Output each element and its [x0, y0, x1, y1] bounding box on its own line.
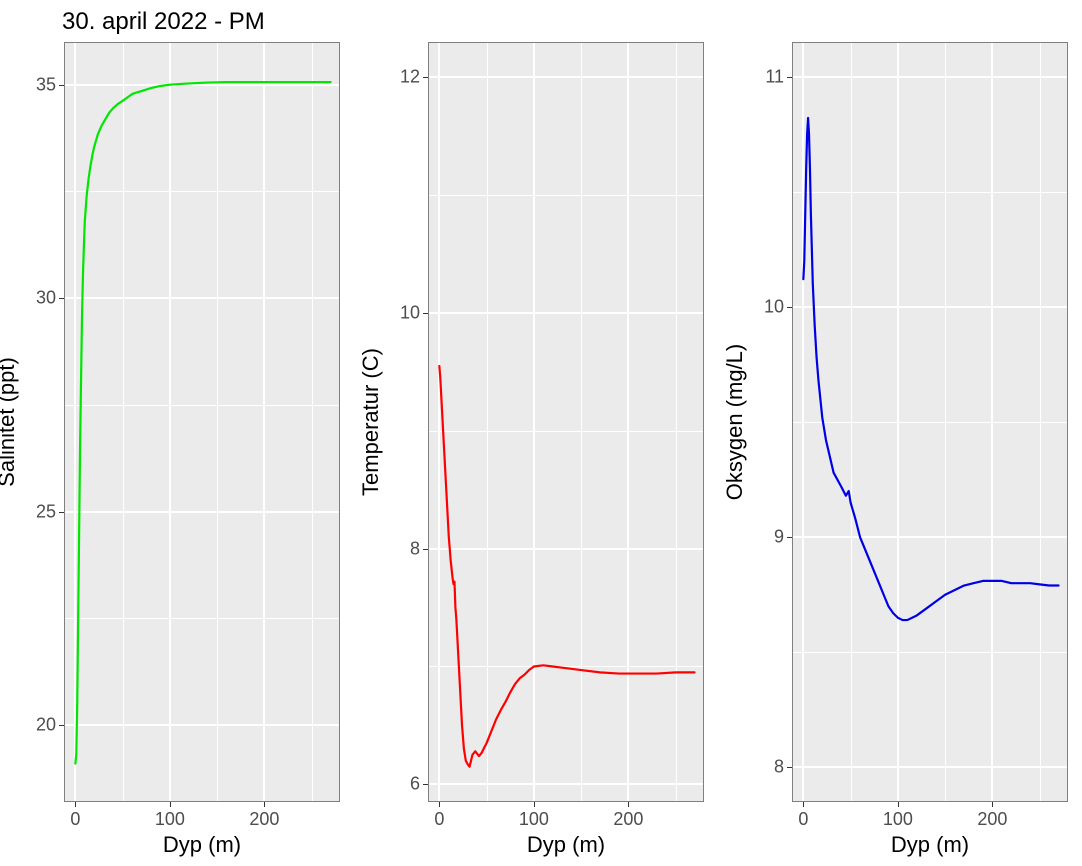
y-tick-label: 10 — [764, 296, 784, 317]
y-tick-label: 8 — [774, 757, 784, 778]
x-tick-mark — [992, 802, 993, 807]
panel-border-oxygen — [792, 42, 1068, 802]
x-tick-mark — [439, 802, 440, 807]
y-tick-label: 6 — [410, 774, 420, 795]
x-axis-title: Dyp (m) — [163, 832, 241, 858]
x-tick-label: 200 — [977, 809, 1007, 830]
panel-border-salinity — [64, 42, 340, 802]
y-tick-label: 8 — [410, 538, 420, 559]
y-tick-mark — [787, 537, 792, 538]
x-tick-label: 200 — [613, 809, 643, 830]
x-tick-label: 100 — [155, 809, 185, 830]
y-tick-label: 25 — [36, 501, 56, 522]
y-axis-title: Temperatur (C) — [358, 348, 384, 496]
y-tick-label: 35 — [36, 74, 56, 95]
x-tick-mark — [75, 802, 76, 807]
x-axis-title: Dyp (m) — [527, 832, 605, 858]
y-tick-mark — [59, 85, 64, 86]
x-tick-label: 0 — [70, 809, 80, 830]
y-tick-mark — [59, 512, 64, 513]
x-tick-label: 200 — [249, 809, 279, 830]
figure-root: 30. april 2022 - PM 010020020253035Dyp (… — [0, 0, 1082, 866]
x-axis-title: Dyp (m) — [891, 832, 969, 858]
y-tick-label: 9 — [774, 527, 784, 548]
figure-title: 30. april 2022 - PM — [62, 8, 265, 36]
x-tick-label: 100 — [519, 809, 549, 830]
y-axis-title: Salinitet (ppt) — [0, 357, 20, 487]
y-tick-mark — [787, 767, 792, 768]
y-tick-label: 30 — [36, 288, 56, 309]
x-tick-mark — [803, 802, 804, 807]
panel-border-temperature — [428, 42, 704, 802]
y-tick-mark — [423, 313, 428, 314]
x-tick-mark — [534, 802, 535, 807]
y-tick-label: 11 — [765, 66, 784, 87]
y-tick-mark — [423, 784, 428, 785]
y-tick-label: 12 — [400, 67, 420, 88]
x-tick-mark — [628, 802, 629, 807]
y-tick-mark — [423, 549, 428, 550]
y-tick-mark — [59, 298, 64, 299]
x-tick-mark — [898, 802, 899, 807]
x-tick-label: 0 — [434, 809, 444, 830]
x-tick-mark — [264, 802, 265, 807]
y-axis-title: Oksygen (mg/L) — [722, 344, 748, 501]
x-tick-mark — [170, 802, 171, 807]
y-tick-mark — [423, 77, 428, 78]
y-tick-mark — [787, 307, 792, 308]
y-tick-mark — [59, 725, 64, 726]
x-tick-label: 0 — [798, 809, 808, 830]
y-tick-mark — [787, 77, 792, 78]
x-tick-label: 100 — [883, 809, 913, 830]
y-tick-label: 10 — [400, 303, 420, 324]
y-tick-label: 20 — [36, 715, 56, 736]
